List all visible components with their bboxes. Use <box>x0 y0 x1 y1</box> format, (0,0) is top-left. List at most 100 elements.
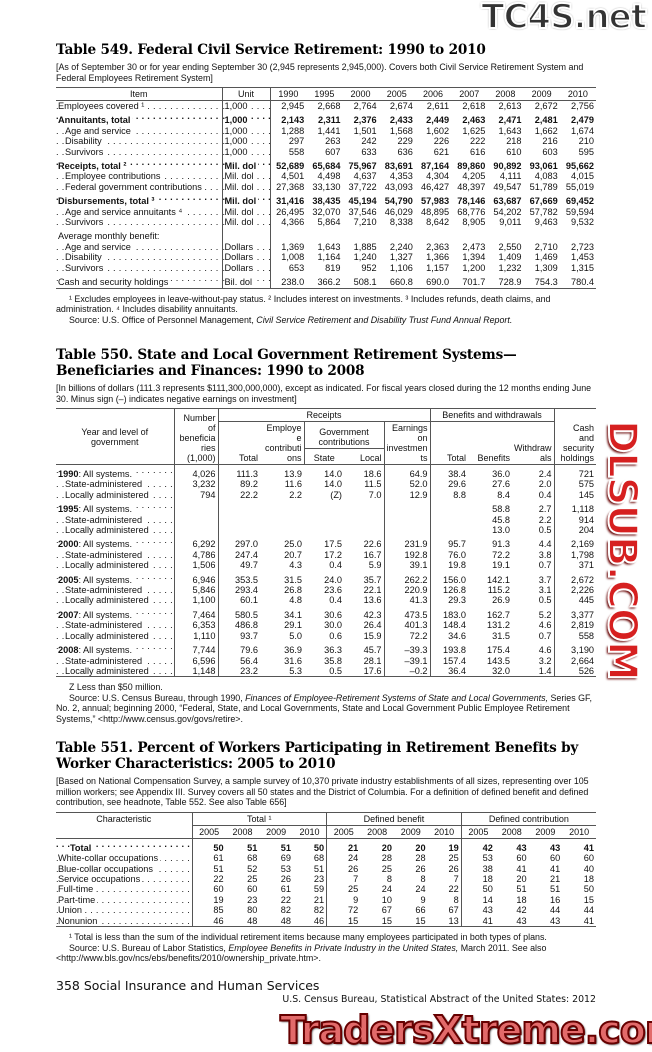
row-label-text: Survivors <box>65 146 106 157</box>
cell-value: 4,498 <box>317 171 341 182</box>
cell-value: 87,164 <box>420 161 450 172</box>
cell-value <box>174 525 219 536</box>
cell-value <box>384 514 431 526</box>
cell-value: 51 <box>213 863 224 874</box>
table-551-section: Table 551. Percent of Workers Participat… <box>56 740 596 963</box>
cell-value: 794 <box>174 489 219 501</box>
cell-value: 26.4 <box>344 620 385 631</box>
cell-value: 37,546 <box>348 206 377 217</box>
cell-value: 24.0 <box>324 574 342 585</box>
cell-value: 2,433 <box>389 115 413 126</box>
row-label: 2008: All systems. <box>56 641 175 656</box>
cell-value: 26 <box>415 863 426 874</box>
cell-value: 231.9 <box>384 535 431 550</box>
cell-value: 754.3 <box>534 277 558 288</box>
cell-value: 2,756 <box>571 101 594 111</box>
col-header-year: 2009 <box>259 825 293 839</box>
cell-value: 29.6 <box>448 479 467 490</box>
cell-value: 1,674 <box>571 125 594 136</box>
table-row: State-administered3,23289.211.614.011.55… <box>56 479 596 490</box>
row-label-text: Service occupations <box>58 874 143 885</box>
cell-value: 4.3 <box>289 560 302 571</box>
row-label-part: State-administered <box>65 585 143 596</box>
row-label: Federal government contributions <box>56 181 223 193</box>
cell-value: 14.0 <box>324 469 342 479</box>
cell-value: 2,819 <box>571 620 595 631</box>
table-row: State-administered 5,846 293.4 26.8 23.622.1… <box>56 585 596 596</box>
row-year: 1990 <box>58 469 79 479</box>
cell-value: 242 <box>361 136 377 147</box>
cell-value: 46,029 <box>384 206 413 217</box>
cell-value: 473.5 <box>384 605 431 621</box>
table-row: 1995: All systems. 58.82.7 1,118 <box>56 500 596 515</box>
cell-value: 66 <box>415 905 426 916</box>
table-551-notes: ¹ Total is less than the sum of the indi… <box>56 932 596 964</box>
cell-value: 1,602 <box>426 125 450 136</box>
col-header-unit: Unit <box>222 87 271 101</box>
cell-value: 7 <box>427 874 462 885</box>
cell-value: 19.8 <box>448 560 467 571</box>
row-unit: Dollars <box>222 252 271 263</box>
col-header-group: Defined benefit <box>326 812 462 826</box>
cell-value: 5.2 <box>512 605 555 621</box>
row-label-text: Mil. dol <box>224 196 259 207</box>
table-row: Locally administered 1,110 93.7 5.0 0.615.97… <box>56 630 596 642</box>
cell-value: 2,169 <box>571 539 595 550</box>
row-label: Service occupations <box>56 874 193 885</box>
cell-value: 13.9 <box>284 469 302 479</box>
row-label-text: 1995: All systems. <box>58 504 135 515</box>
cell-value: 46 <box>292 915 328 927</box>
cell-value: 35.8 <box>324 655 342 666</box>
col-header-number: Number of beneficiaries (1,000) <box>174 408 219 465</box>
cell-value: 19.1 <box>492 560 511 571</box>
table-row: 1990: All systems. 4,026 111.3 13.9 14.018.6… <box>56 464 596 480</box>
cell-value: 2,710 <box>534 241 558 252</box>
cell-value: 192.8 <box>384 549 431 561</box>
row-label-part: Locally administered <box>65 665 149 676</box>
cell-value: 33,130 <box>312 181 341 192</box>
cell-value: 15 <box>583 894 594 905</box>
table-row: Locally administered 13.00.5 204 <box>56 525 596 536</box>
cell-value: 21 <box>292 894 328 906</box>
col-header-year: 2006 <box>414 87 452 101</box>
cell-value: 486.8 <box>235 620 258 631</box>
row-unit: Mil. dol <box>222 206 271 218</box>
row-unit: Mil. dol <box>222 217 271 228</box>
cell-value: 4,205 <box>462 171 486 182</box>
cell-value: 5.3 <box>289 665 302 676</box>
cell-value <box>560 227 596 241</box>
cell-value: 59,594 <box>565 206 594 217</box>
cell-value: 1,798 <box>571 549 595 560</box>
source-rest: Series GF, No. 2, annual; beginning 2000… <box>56 692 592 724</box>
cell-value: 2.0 <box>512 479 555 490</box>
table-row: State-administered 45.82.2 914 <box>56 514 596 526</box>
cell-value: 0.5 <box>329 665 342 676</box>
cell-value: 0.7 <box>512 560 555 571</box>
cell-value: 59 <box>292 884 328 895</box>
row-label: Locally administered <box>56 630 175 642</box>
cell-value: 595 <box>578 146 594 157</box>
cell-value: 0.4 <box>329 595 342 606</box>
row-unit: 1,000 <box>222 100 271 112</box>
cell-value: 2,764 <box>353 101 377 111</box>
col-header-year: 2010 <box>292 825 328 839</box>
cell-value: 42 <box>516 905 527 916</box>
cell-value: 2,664 <box>571 655 595 666</box>
cell-value: 2,449 <box>426 115 450 126</box>
cell-value: 35.7 <box>344 570 385 586</box>
col-header-year: 2005 <box>378 87 415 101</box>
row-label-part: Locally administered <box>65 489 149 500</box>
row-label: Cash and security holdings <box>56 273 223 288</box>
cell-value: 23.6 <box>324 585 342 596</box>
cell-value: 2,613 <box>498 101 522 111</box>
cell-value: 31.5 <box>284 574 302 585</box>
cell-value: 728.9 <box>498 277 522 288</box>
cell-value: 297 <box>288 136 305 147</box>
cell-value: 32,070 <box>312 206 341 217</box>
row-label-text: Mil. dol <box>224 206 256 217</box>
row-label: White-collar occupations <box>56 853 193 864</box>
cell-value: 216 <box>542 136 558 147</box>
cell-value: 72.2 <box>384 630 431 642</box>
row-unit: Mil. dol <box>222 181 271 193</box>
cell-value: 39.1 <box>384 560 431 571</box>
